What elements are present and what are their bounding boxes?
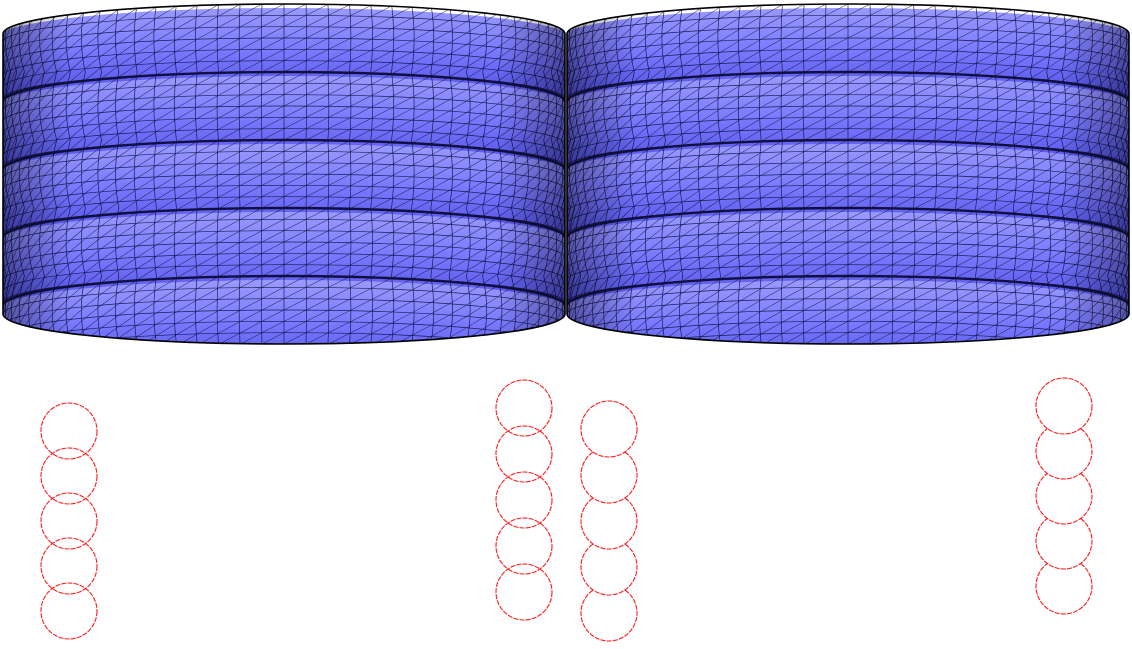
- profile-circle: [40, 402, 98, 460]
- profile-circle: [40, 447, 98, 505]
- left-mesh-right-profile: [495, 379, 553, 621]
- profile-circle: [495, 379, 553, 437]
- profile-circle: [495, 471, 553, 529]
- right-mesh: [566, 3, 1130, 345]
- left-mesh: [2, 3, 566, 345]
- profile-circle: [580, 451, 638, 504]
- profile-circle: [495, 425, 553, 483]
- profile-circle: [580, 497, 638, 550]
- profile-circle: [580, 543, 638, 596]
- profile-circle: [1035, 518, 1093, 570]
- profile-circle: [580, 400, 638, 458]
- profile-circle: [495, 517, 553, 575]
- profile-circle: [1035, 563, 1093, 615]
- profile-circle: [1035, 428, 1093, 480]
- profile-circle: [40, 582, 98, 640]
- profile-circle: [495, 563, 553, 621]
- profile-circle: [40, 537, 98, 595]
- right-mesh-right-profile: [1035, 377, 1093, 615]
- profile-circle: [40, 492, 98, 550]
- right-mesh-left-profile: [580, 400, 638, 642]
- profile-circle: [1035, 377, 1093, 435]
- profile-circle: [1035, 473, 1093, 525]
- profile-circle: [580, 589, 638, 642]
- left-mesh-left-profile: [40, 402, 98, 640]
